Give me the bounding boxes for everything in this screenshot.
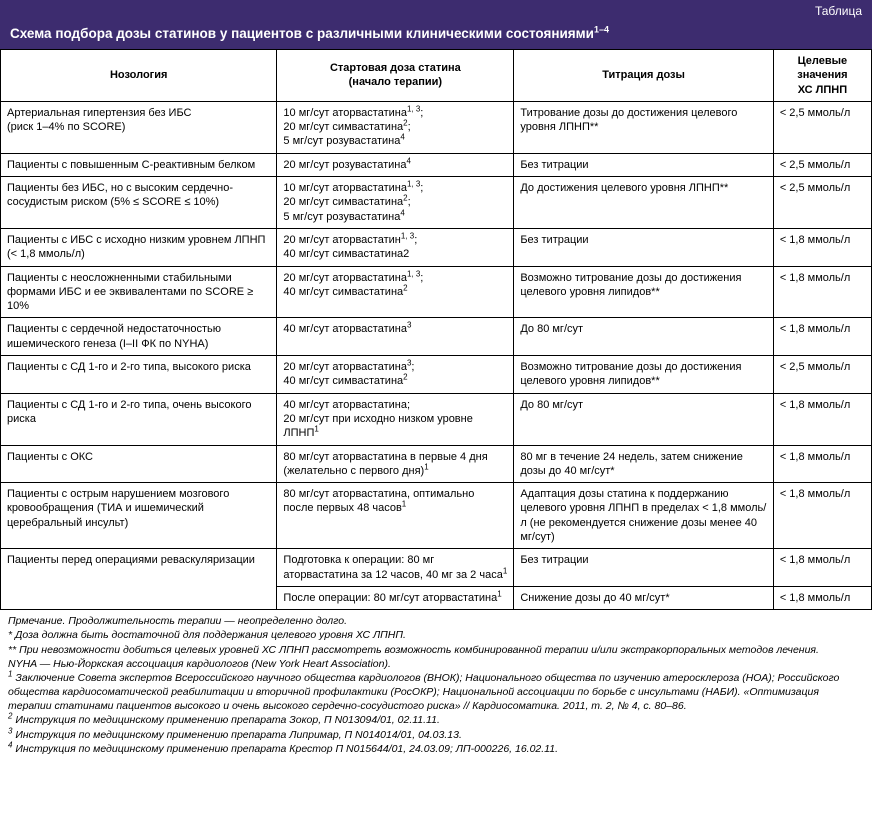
cell-target: < 1,8 ммоль/л (773, 549, 871, 587)
cell-nosology: Пациенты с острым нарушением мозгового к… (1, 483, 277, 549)
table-row: Пациенты с сердечной недостаточностью иш… (1, 318, 872, 356)
cell-nosology: Пациенты с СД 1-го и 2-го типа, очень вы… (1, 393, 277, 445)
footnote-line: * Доза должна быть достаточной для подде… (8, 628, 864, 642)
cell-nosology: Пациенты с ИБС с исходно низким уровнем … (1, 228, 277, 266)
footnote-line: 2 Инструкция по медицинскому применению … (8, 713, 864, 727)
footnote-line: 1 Заключение Совета экспертов Всероссийс… (8, 671, 864, 714)
cell-titration: Без титрации (514, 228, 773, 266)
cell-nosology: Пациенты без ИБС, но с высоким сердечно-… (1, 177, 277, 229)
cell-start-dose: 80 мг/сут аторвастатина в первые 4 дня (… (277, 445, 514, 483)
title-sup: 1–4 (594, 25, 609, 35)
cell-target: < 2,5 ммоль/л (773, 356, 871, 394)
col-header-start-dose: Стартовая доза статина(начало терапии) (277, 50, 514, 102)
cell-titration: Снижение дозы до 40 мг/сут* (514, 586, 773, 609)
cell-start-dose: 20 мг/сут аторвастатина1, 3;40 мг/сут си… (277, 266, 514, 318)
table-row: Пациенты с повышенным С-реактивным белко… (1, 153, 872, 176)
cell-start-dose: 40 мг/сут аторвастатина;20 мг/сут при ис… (277, 393, 514, 445)
cell-titration: До достижения целевого уровня ЛПНП** (514, 177, 773, 229)
cell-start-dose: 10 мг/сут аторвастатина1, 3;20 мг/сут си… (277, 101, 514, 153)
cell-titration: До 80 мг/сут (514, 393, 773, 445)
footnote-line: NYHA — Нью-Йоркская ассоциация кардиолог… (8, 657, 864, 671)
cell-titration: Адаптация дозы статина к поддержанию цел… (514, 483, 773, 549)
cell-start-dose: 20 мг/сут аторвастатин1, 3;40 мг/сут сим… (277, 228, 514, 266)
cell-titration: Без титрации (514, 549, 773, 587)
cell-nosology: Пациенты с сердечной недостаточностью иш… (1, 318, 277, 356)
cell-start-dose: 20 мг/сут аторвастатина3;40 мг/сут симва… (277, 356, 514, 394)
cell-titration: До 80 мг/сут (514, 318, 773, 356)
cell-nosology: Артериальная гипертензия без ИБС(риск 1–… (1, 101, 277, 153)
table-row: Пациенты с СД 1-го и 2-го типа, высокого… (1, 356, 872, 394)
col-header-nosology: Нозология (1, 50, 277, 102)
footnote-line: 3 Инструкция по медицинскому применению … (8, 728, 864, 742)
table-title: Схема подбора дозы статинов у пациентов … (0, 20, 872, 49)
table-label: Таблица (0, 0, 872, 20)
cell-target: < 2,5 ммоль/л (773, 153, 871, 176)
table-body: Артериальная гипертензия без ИБС(риск 1–… (1, 101, 872, 609)
cell-target: < 1,8 ммоль/л (773, 445, 871, 483)
title-text: Схема подбора дозы статинов у пациентов … (10, 26, 594, 41)
cell-start-dose: 20 мг/сут розувастатина4 (277, 153, 514, 176)
cell-titration: Возможно титрование дозы до достижения ц… (514, 266, 773, 318)
cell-target: < 2,5 ммоль/л (773, 101, 871, 153)
cell-target: < 2,5 ммоль/л (773, 177, 871, 229)
cell-nosology: Пациенты с ОКС (1, 445, 277, 483)
table-row: Пациенты с ИБС с исходно низким уровнем … (1, 228, 872, 266)
col-header-target: ЦелевыезначенияХС ЛПНП (773, 50, 871, 102)
statin-dosing-table: Нозология Стартовая доза статина(начало … (0, 49, 872, 610)
cell-target: < 1,8 ммоль/л (773, 318, 871, 356)
table-head: Нозология Стартовая доза статина(начало … (1, 50, 872, 102)
table-row: Пациенты перед операциями реваскуляризац… (1, 549, 872, 587)
col-header-titration: Титрация дозы (514, 50, 773, 102)
cell-titration: Без титрации (514, 153, 773, 176)
table-row: Пациенты с острым нарушением мозгового к… (1, 483, 872, 549)
cell-start-dose: После операции: 80 мг/сут аторвастатина1 (277, 586, 514, 609)
cell-titration: 80 мг в течение 24 недель, затем снижени… (514, 445, 773, 483)
cell-target: < 1,8 ммоль/л (773, 483, 871, 549)
table-row: Пациенты с неосложненными стабильными фо… (1, 266, 872, 318)
document-container: Таблица Схема подбора дозы статинов у па… (0, 0, 872, 764)
cell-start-dose: 10 мг/сут аторвастатина1, 3;20 мг/сут си… (277, 177, 514, 229)
table-row: Артериальная гипертензия без ИБС(риск 1–… (1, 101, 872, 153)
footnote-line: 4 Инструкция по медицинскому применению … (8, 742, 864, 756)
footnotes: Прмечание. Продолжительность терапии — н… (0, 610, 872, 764)
table-row: Пациенты без ИБС, но с высоким сердечно-… (1, 177, 872, 229)
cell-nosology: Пациенты с неосложненными стабильными фо… (1, 266, 277, 318)
cell-start-dose: 40 мг/сут аторвастатина3 (277, 318, 514, 356)
cell-start-dose: 80 мг/сут аторвастатина, оптимально посл… (277, 483, 514, 549)
cell-nosology: Пациенты с повышенным С-реактивным белко… (1, 153, 277, 176)
cell-nosology: Пациенты перед операциями реваскуляризац… (1, 549, 277, 610)
table-row: Пациенты с СД 1-го и 2-го типа, очень вы… (1, 393, 872, 445)
cell-start-dose: Подготовка к операции: 80 мг аторвастати… (277, 549, 514, 587)
table-row: Пациенты с ОКС80 мг/сут аторвастатина в … (1, 445, 872, 483)
cell-titration: Титрование дозы до достижения целевого у… (514, 101, 773, 153)
footnote-line: Прмечание. Продолжительность терапии — н… (8, 614, 864, 628)
cell-target: < 1,8 ммоль/л (773, 393, 871, 445)
cell-target: < 1,8 ммоль/л (773, 228, 871, 266)
cell-target: < 1,8 ммоль/л (773, 266, 871, 318)
cell-target: < 1,8 ммоль/л (773, 586, 871, 609)
cell-nosology: Пациенты с СД 1-го и 2-го типа, высокого… (1, 356, 277, 394)
footnote-line: ** При невозможности добиться целевых ур… (8, 643, 864, 657)
cell-titration: Возможно титрование дозы до достижения ц… (514, 356, 773, 394)
